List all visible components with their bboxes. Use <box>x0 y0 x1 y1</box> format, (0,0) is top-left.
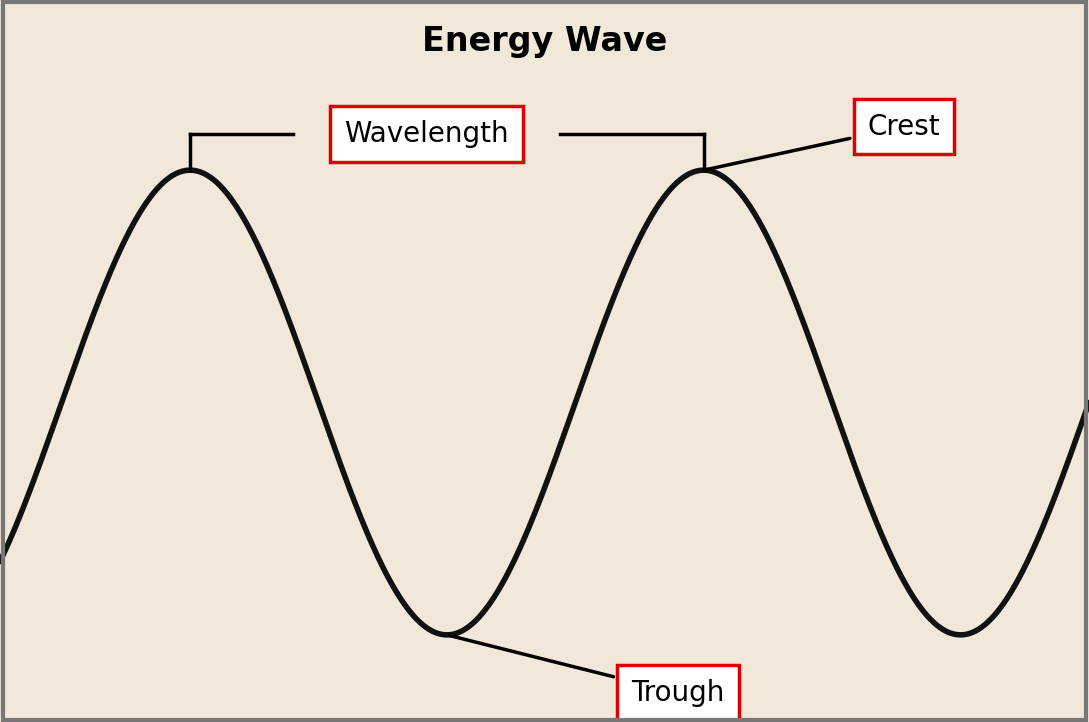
Text: Crest: Crest <box>707 113 941 170</box>
Text: Trough: Trough <box>450 635 725 707</box>
Text: Energy Wave: Energy Wave <box>421 25 668 58</box>
Text: Wavelength: Wavelength <box>344 120 509 148</box>
